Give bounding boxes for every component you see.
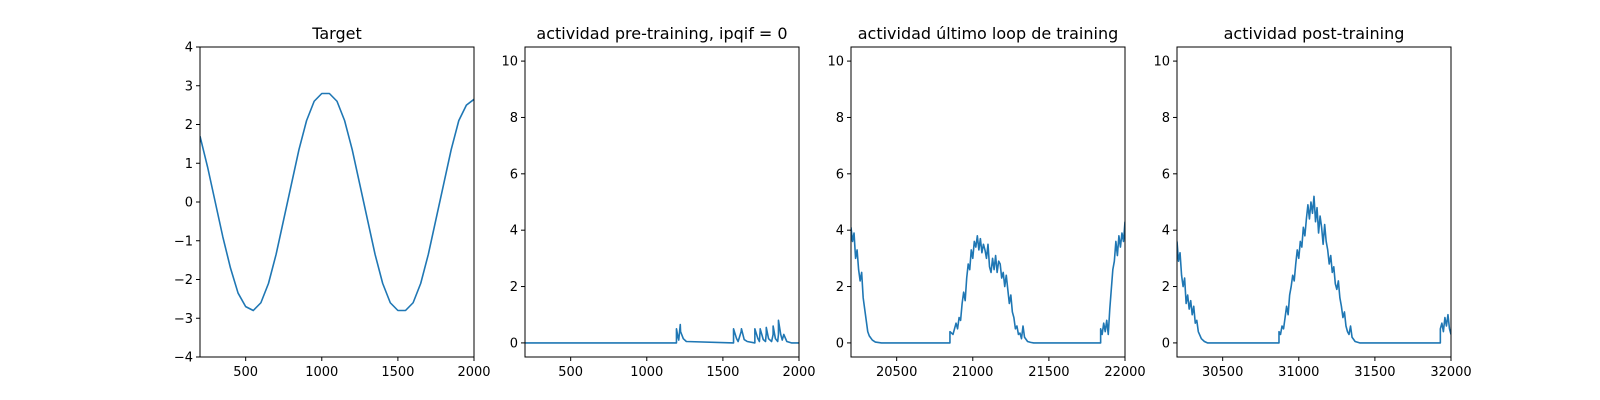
y-tick-label: 8 — [836, 111, 844, 126]
y-tick-label: 4 — [836, 224, 844, 239]
x-tick-label: 32000 — [1430, 365, 1471, 380]
x-tick-label: 21000 — [952, 365, 993, 380]
y-tick-label: 2 — [836, 280, 844, 295]
y-tick-label: 10 — [501, 55, 518, 70]
x-tick-label: 31000 — [1278, 365, 1319, 380]
y-tick-label: −1 — [174, 234, 193, 249]
axes-frame — [524, 46, 800, 358]
series-line-1 — [200, 92, 474, 312]
chart-title: actividad post-training — [1224, 24, 1405, 43]
axes-frame — [199, 46, 475, 358]
y-tick-label: 0 — [1162, 336, 1170, 351]
x-tick-label: 21500 — [1028, 365, 1069, 380]
y-tick-label: 6 — [1162, 167, 1170, 182]
y-tick-label: 4 — [185, 41, 193, 56]
subplot-1: Target 500 1000 1500 2000 −4 −3 −2 −1 0 1 2 3 4 — [174, 24, 491, 380]
x-tick-label: 1500 — [381, 365, 414, 380]
y-tick-label: 0 — [185, 196, 193, 211]
y-tick-label: 10 — [1153, 55, 1170, 70]
chart-title: Target — [311, 24, 362, 43]
y-tick-label: 1 — [185, 157, 193, 172]
x-tick-label: 20500 — [876, 365, 917, 380]
x-tick-label: 30500 — [1202, 365, 1243, 380]
subplot-2: actividad pre-training, ipqif = 0 500 1000… — [501, 24, 815, 380]
series-line-1 — [525, 319, 799, 344]
y-tick-label: 10 — [827, 55, 844, 70]
y-tick-label: 2 — [185, 118, 193, 133]
y-tick-label: 6 — [510, 167, 518, 182]
y-tick-label: 2 — [1162, 280, 1170, 295]
y-tick-label: 8 — [1162, 111, 1170, 126]
axes-frame — [1176, 46, 1452, 358]
y-tick-label: 6 — [836, 167, 844, 182]
y-tick-label: −4 — [174, 351, 193, 366]
chart-title: actividad pre-training, ipqif = 0 — [536, 24, 787, 43]
x-tick-label: 500 — [233, 365, 258, 380]
x-tick-label: 1000 — [630, 365, 663, 380]
y-tick-label: 0 — [836, 336, 844, 351]
x-tick-label: 2000 — [782, 365, 815, 380]
y-tick-label: 3 — [185, 79, 193, 94]
subplot-4: actividad post-training 30500 31000 31500 32… — [1153, 24, 1471, 380]
y-tick-label: 4 — [1162, 224, 1170, 239]
x-tick-label: 500 — [558, 365, 583, 380]
y-tick-label: −3 — [174, 312, 193, 327]
y-tick-label: −2 — [174, 273, 193, 288]
chart-title: actividad último loop de training — [858, 24, 1119, 43]
x-tick-label: 2000 — [457, 365, 490, 380]
x-tick-label: 22000 — [1104, 365, 1145, 380]
y-tick-label: 2 — [510, 280, 518, 295]
axes-frame — [850, 46, 1126, 358]
x-tick-label: 1000 — [305, 365, 338, 380]
y-tick-label: 8 — [510, 111, 518, 126]
y-tick-label: 0 — [510, 336, 518, 351]
y-tick-label: 4 — [510, 224, 518, 239]
x-tick-label: 1500 — [706, 365, 739, 380]
x-tick-label: 31500 — [1354, 365, 1395, 380]
series-line-1 — [851, 221, 1125, 344]
series-line-1 — [1177, 195, 1451, 344]
